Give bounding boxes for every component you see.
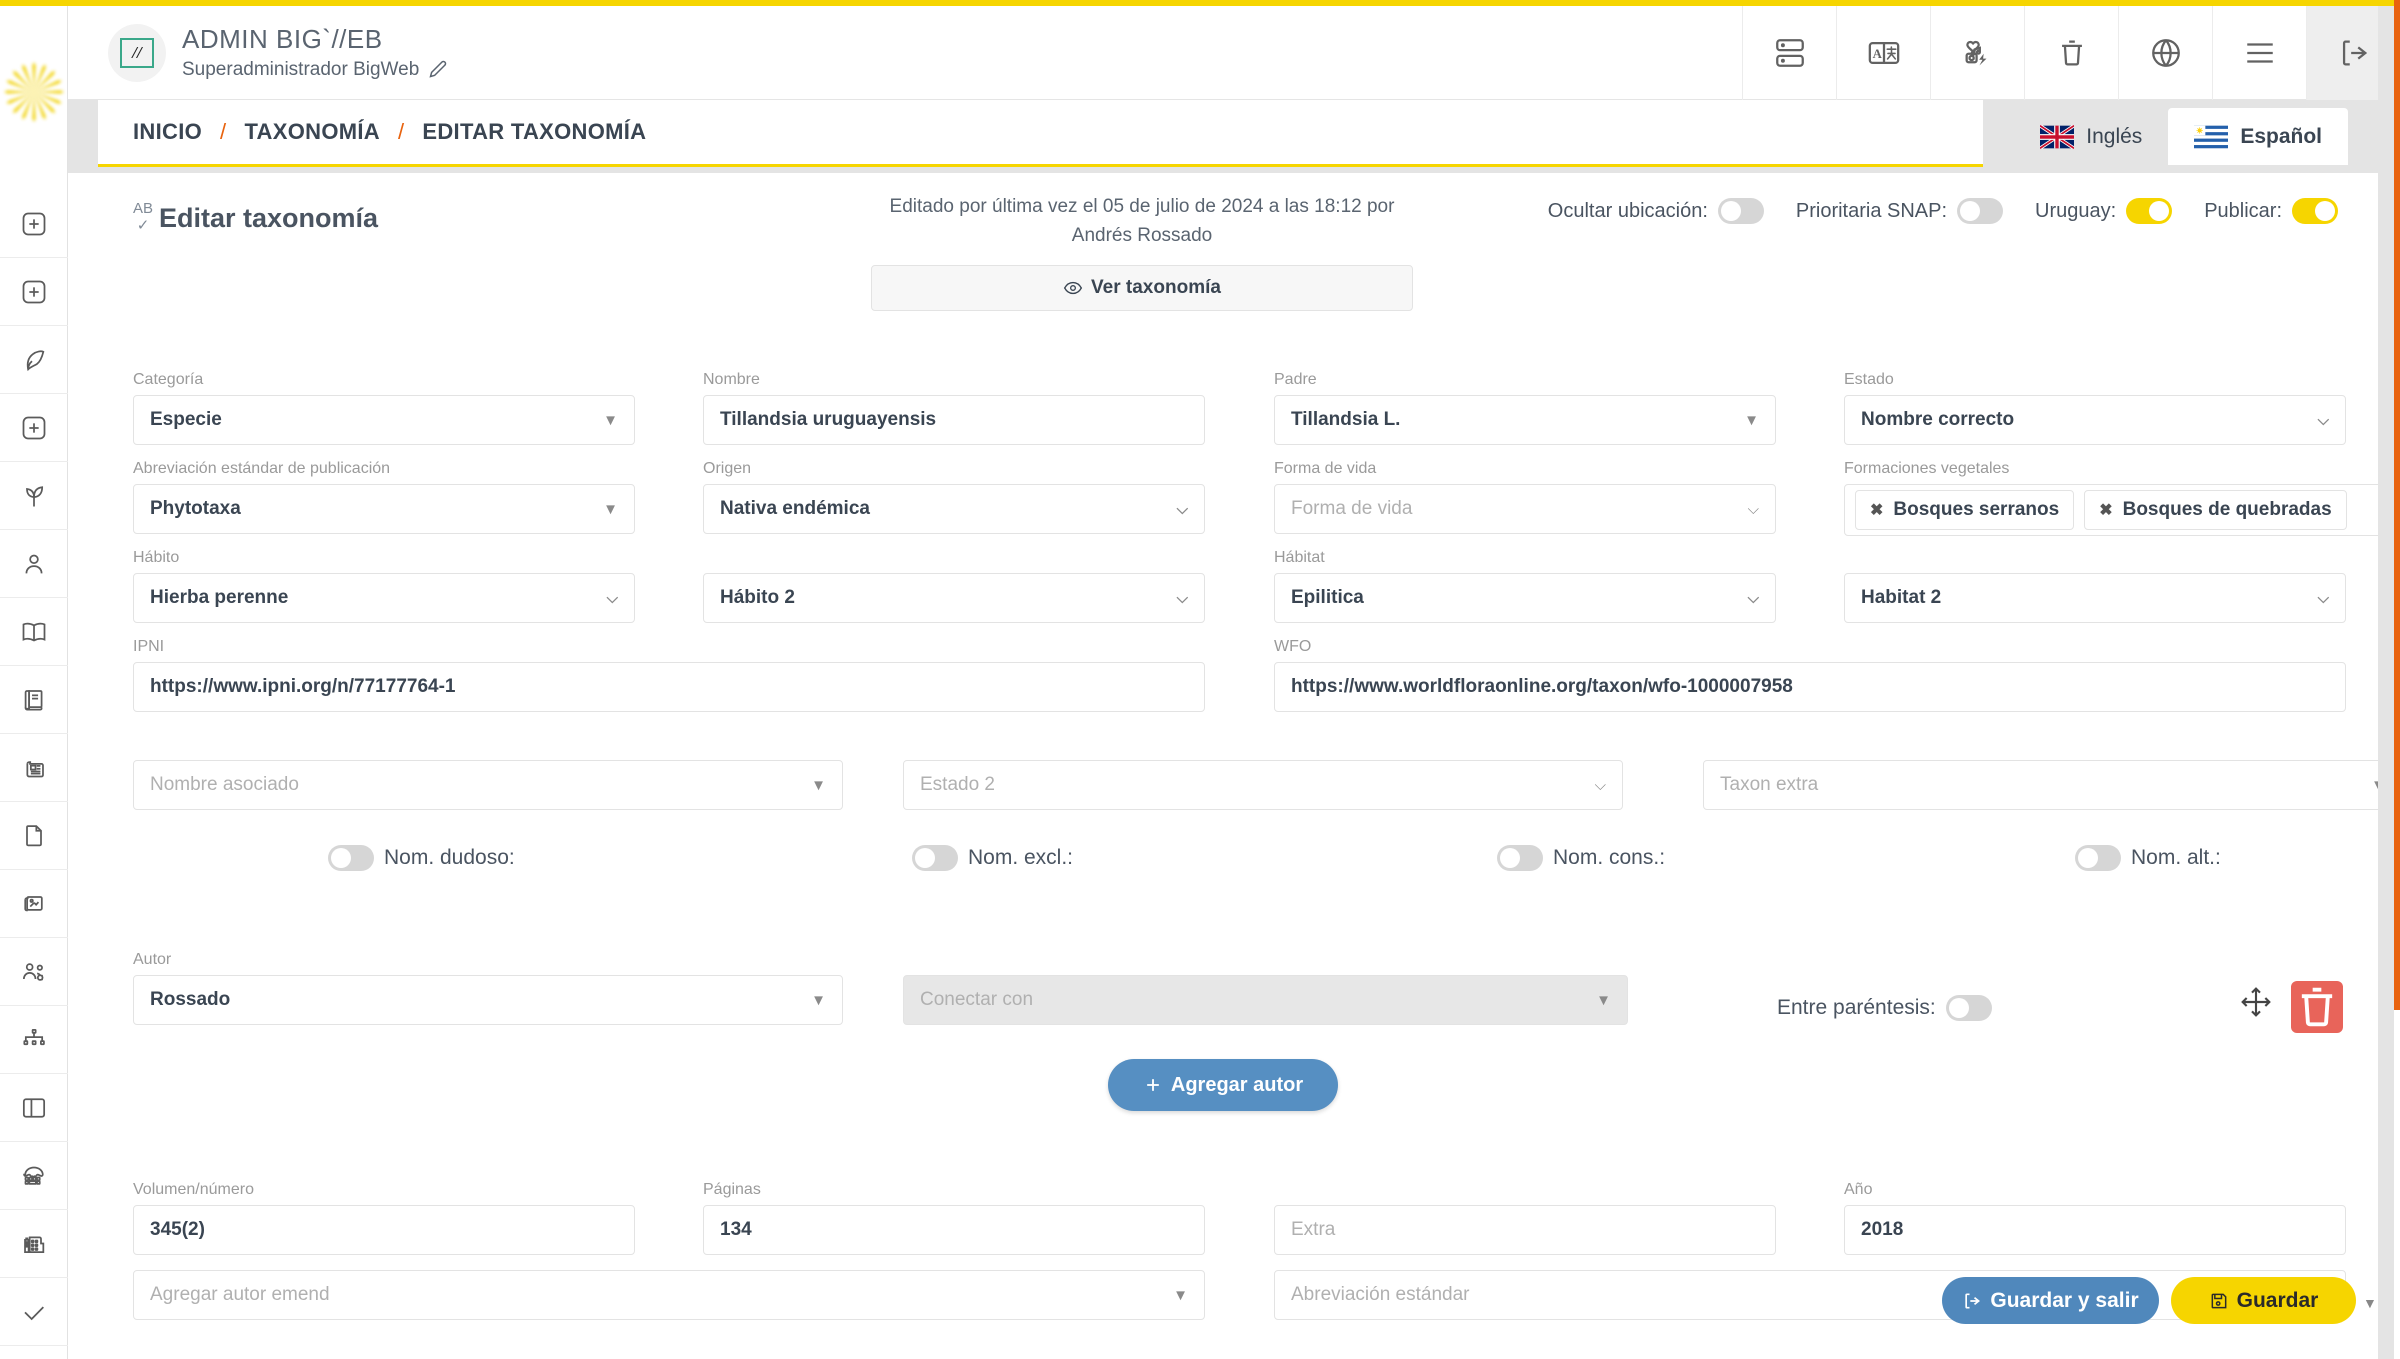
svg-text:A: A [1872, 47, 1882, 61]
